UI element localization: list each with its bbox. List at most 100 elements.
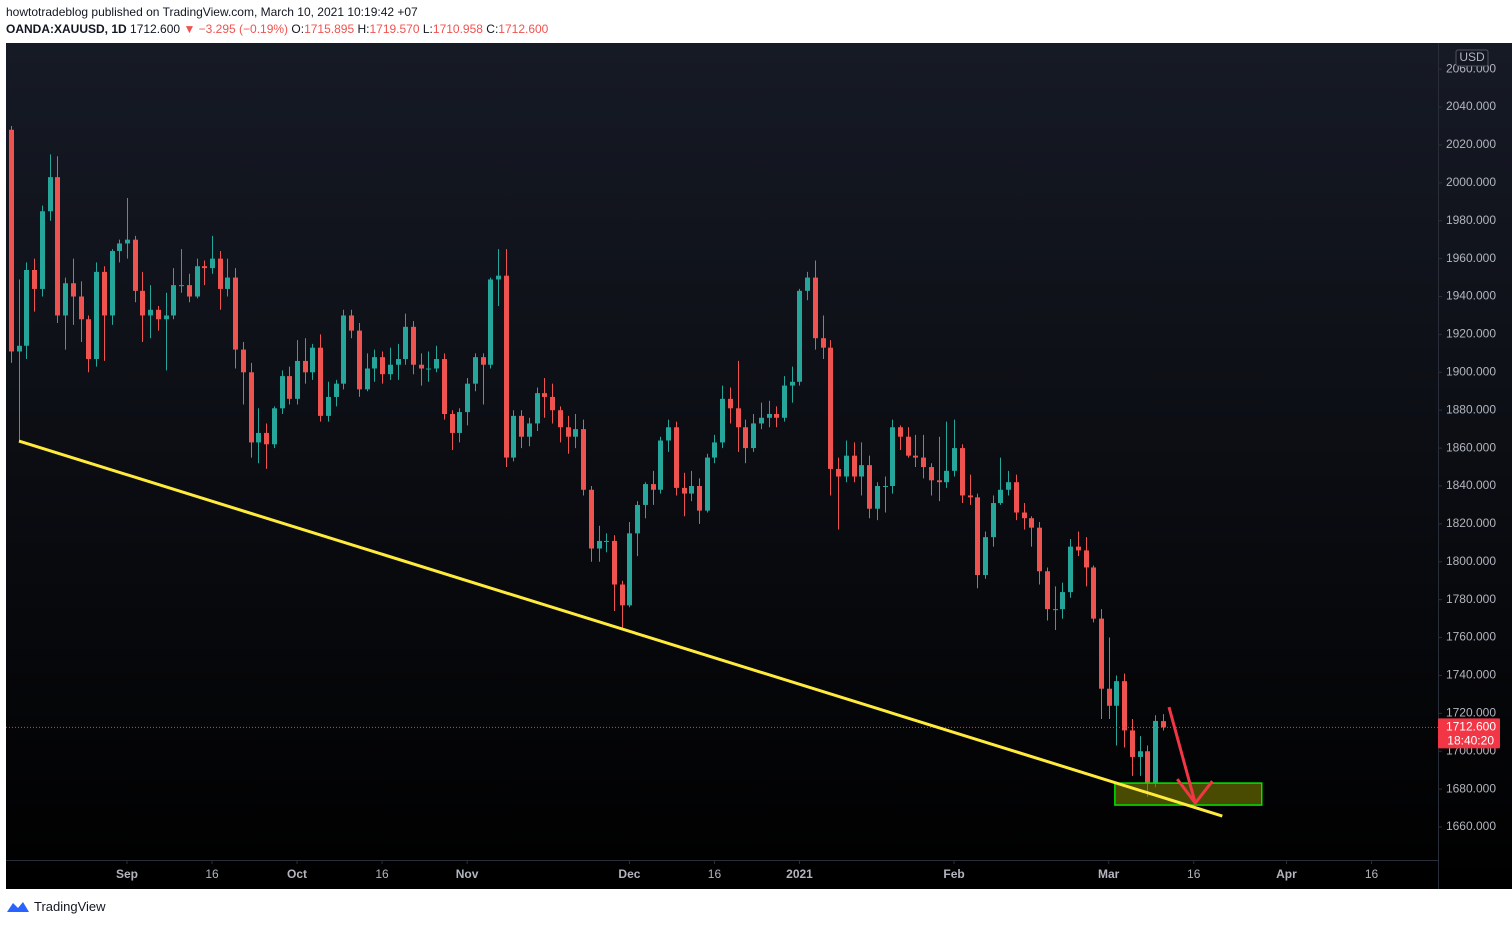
candle-body [32,269,37,289]
candle-body [674,427,679,488]
candle-body [898,427,903,437]
candle-body [736,408,741,428]
candle-body [171,285,176,316]
candle-body [457,412,462,433]
candle-body [921,457,926,468]
countdown-label: 18:40:20 [1447,734,1494,748]
candle-body [597,540,602,549]
candle-body [225,277,230,289]
candle-body [63,283,68,316]
y-tick-label: 1860.000 [1446,440,1496,454]
candle-body [535,393,540,424]
candle-body [218,258,223,289]
candle-body [821,338,826,348]
candle-body [913,455,918,458]
candle-body [1084,550,1089,568]
candle-body [883,485,888,487]
candle-body [24,269,29,346]
candle-body [426,368,431,370]
candle-body [365,368,370,390]
y-tick-label: 1960.000 [1446,251,1496,265]
candle-body [1076,546,1081,551]
y-tick-label: 2040.000 [1446,99,1496,113]
y-tick-label: 1680.000 [1446,781,1496,795]
candle-body [1153,720,1158,784]
x-tick-label: Sep [116,867,138,881]
candle-body [682,487,687,494]
candle-body [264,432,269,445]
currency-label: USD [1459,50,1485,64]
candle-body [1053,609,1058,611]
candle-body [1022,512,1027,519]
candle-body [187,285,192,297]
x-tick-label: Dec [618,867,640,881]
ohlc-value: 1710.958 [432,22,483,36]
price: 1712.600 [130,22,181,36]
y-tick-label: 2020.000 [1446,137,1496,151]
candle-body [349,315,354,331]
ohlc-value: 1715.895 [304,22,355,36]
candle-body [9,129,14,352]
arrow-shaft [1167,706,1197,804]
candle-body [689,485,694,494]
y-tick-label: 2000.000 [1446,175,1496,189]
candle-body [627,533,632,606]
candle-body [241,349,246,373]
candle-body [295,360,300,399]
candle-body [1099,618,1104,689]
candle-body [481,357,486,365]
candle-body [550,396,555,411]
candle-body [797,290,802,382]
candle-body [852,455,857,477]
candle-body [272,408,277,445]
candle-body [612,540,617,585]
y-tick-label: 1900.000 [1446,364,1496,378]
y-tick-label: 1940.000 [1446,289,1496,303]
candle-body [991,503,996,538]
candle-body [249,372,254,443]
candle-body [751,423,756,449]
candle-body [48,177,53,212]
candle-body [712,442,717,458]
candle-body [906,436,911,456]
candle-body [620,584,625,606]
candle-body [1107,688,1112,706]
y-tick-label: 1820.000 [1446,516,1496,530]
candle-body [573,429,578,437]
candle-body [256,432,261,443]
candle-body [102,271,107,316]
y-tick-label: 1660.000 [1446,819,1496,833]
candle-body [117,243,122,252]
candle-body [411,326,416,365]
candle-body [310,347,315,373]
candle-body [542,393,547,397]
candle-body [844,455,849,477]
candle-body [110,251,115,316]
x-tick-label: 16 [375,867,389,881]
x-tick-label: Oct [287,867,307,881]
candle-body [357,330,362,390]
candle-body [975,497,980,576]
candle-body [334,383,339,397]
x-tick-label: 16 [708,867,722,881]
candle-body [303,360,308,373]
chart-background [6,43,1512,889]
candle-body [318,347,323,416]
candle-body [1145,751,1150,784]
candle-body [836,468,841,477]
candle-body [805,277,810,291]
candle-body [790,381,795,386]
x-tick-label: Feb [943,867,964,881]
candle-body [666,427,671,441]
candle-body [558,410,563,428]
currency-box [1455,49,1489,67]
candle-body [434,359,439,369]
y-tick-label: 1980.000 [1446,213,1496,227]
candle-body [875,485,880,509]
y-tick-label: 1720.000 [1446,706,1496,720]
candle-body [465,383,470,413]
candle-body [1114,681,1119,706]
candle-body [1138,751,1143,757]
y-tick-label: 1840.000 [1446,478,1496,492]
candle-body [983,537,988,576]
